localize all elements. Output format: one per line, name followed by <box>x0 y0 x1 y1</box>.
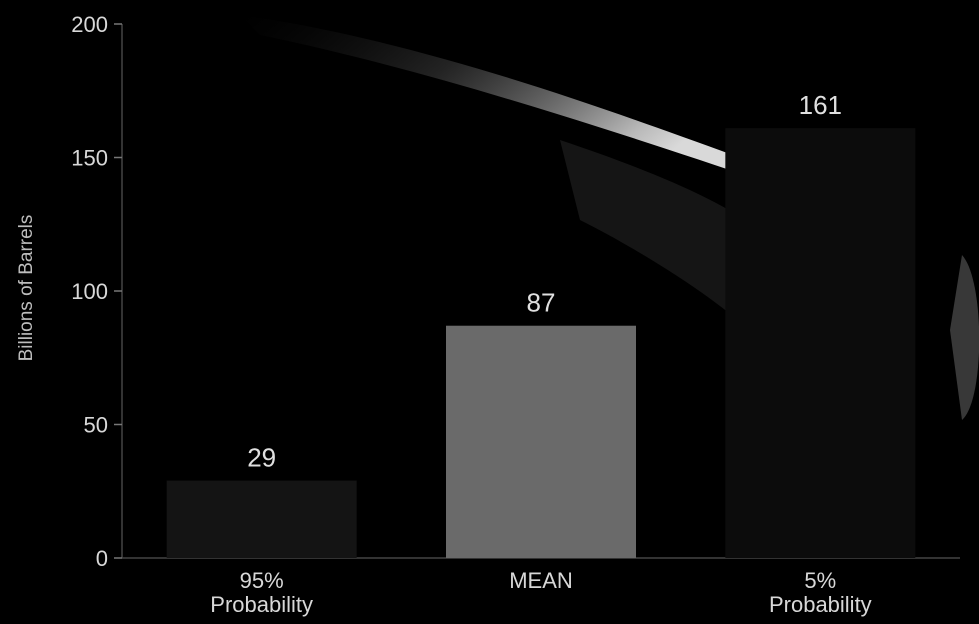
bar-value-label: 29 <box>247 443 276 473</box>
y-tick-label: 100 <box>71 279 108 304</box>
y-axis-label: Billions of Barrels <box>16 215 37 362</box>
decorative-glow <box>560 140 760 340</box>
bar <box>725 128 916 558</box>
x-tick-label: 5% <box>804 568 836 593</box>
x-tick-label-line2: Probability <box>769 592 872 617</box>
bar <box>446 325 636 558</box>
bar-value-label: 161 <box>799 90 842 120</box>
chart-bars <box>166 128 916 558</box>
y-tick-label: 0 <box>96 546 108 571</box>
y-tick-label: 150 <box>71 146 108 171</box>
y-tick-label: 200 <box>71 12 108 37</box>
x-tick-label: MEAN <box>509 568 573 593</box>
bar <box>166 480 357 558</box>
bar-value-label: 87 <box>527 288 556 318</box>
x-tick-label: 95% <box>240 568 284 593</box>
y-tick-label: 50 <box>84 413 108 438</box>
decorative-light-streak <box>240 15 760 180</box>
x-tick-label-line2: Probability <box>210 592 313 617</box>
decorative-right-blob <box>950 255 979 420</box>
